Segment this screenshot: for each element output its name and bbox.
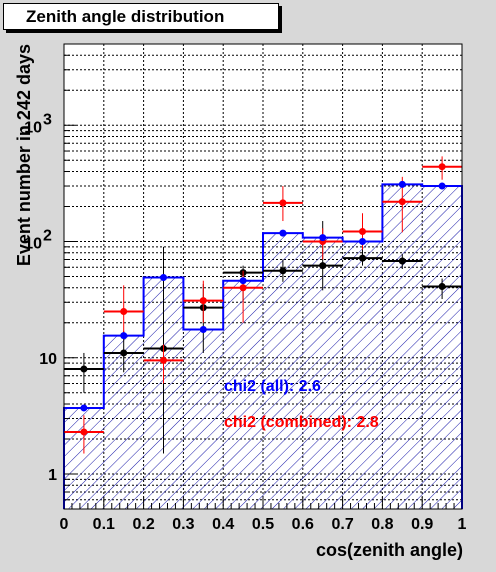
data-point: [398, 198, 406, 206]
data-points: [64, 156, 462, 454]
data-point: [120, 332, 128, 340]
data-point: [359, 254, 366, 262]
data-point: [438, 283, 446, 291]
x-tick-label: 0: [60, 516, 69, 533]
data-point: [160, 274, 167, 282]
x-tick-label: 0.5: [252, 516, 274, 533]
x-tick-label: 0.7: [331, 516, 353, 533]
data-point: [80, 365, 88, 373]
data-point: [319, 262, 327, 270]
data-point: [438, 182, 446, 190]
data-point: [438, 163, 446, 171]
data-point: [398, 257, 406, 265]
annotation-chi2-combined: chi2 (combined): 2.8: [224, 414, 379, 431]
data-point: [398, 180, 406, 188]
annotation-chi2-all: chi2 (all): 2.6: [224, 378, 321, 395]
x-tick-label: 0.8: [371, 516, 393, 533]
y-axis-title: Event number in 242 days: [14, 44, 34, 266]
data-point: [359, 227, 366, 235]
y-tick-label: 1: [48, 467, 57, 484]
data-point: [279, 199, 287, 207]
y-tick-exponent: 3: [43, 111, 52, 128]
chart-title: Zenith angle distribution: [3, 3, 279, 30]
y-tick-label: 10: [39, 351, 57, 368]
data-point: [319, 234, 327, 242]
y-tick-exponent: 2: [43, 228, 52, 245]
x-tick-label: 0.2: [132, 516, 154, 533]
data-point: [239, 284, 247, 292]
x-tick-label: 1: [458, 516, 467, 533]
x-axis-title: cos(zenith angle): [316, 540, 463, 560]
x-tick-label: 0.3: [172, 516, 194, 533]
x-tick-label: 0.6: [292, 516, 314, 533]
x-tick-label: 0.1: [93, 516, 115, 533]
data-point: [80, 404, 88, 412]
data-point: [239, 277, 247, 285]
data-point: [120, 307, 128, 315]
data-point: [199, 297, 207, 305]
data-point: [120, 349, 128, 357]
x-tick-label: 0.9: [411, 516, 433, 533]
data-point: [160, 356, 167, 364]
y-tick-label: 10: [24, 236, 42, 253]
data-point: [199, 326, 207, 334]
y-tick-label: 10: [24, 119, 42, 136]
data-point: [279, 229, 287, 237]
data-point: [279, 267, 287, 275]
data-point: [359, 238, 366, 246]
x-tick-label: 0.4: [212, 516, 234, 533]
data-point: [80, 428, 88, 436]
